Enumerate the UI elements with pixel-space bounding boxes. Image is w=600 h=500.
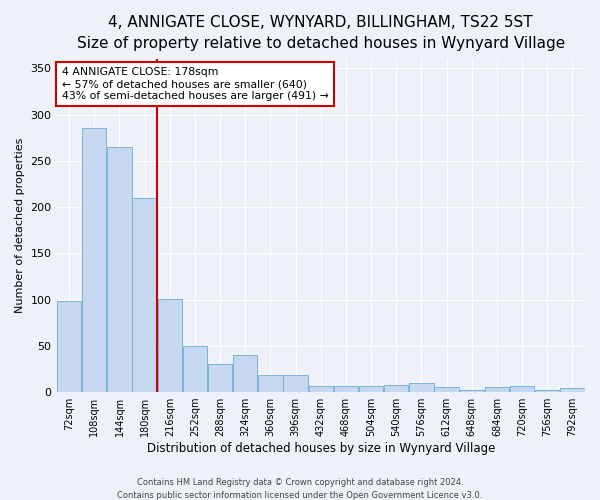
- Bar: [434, 388, 459, 392]
- Bar: [409, 383, 434, 392]
- Bar: [133, 198, 157, 392]
- X-axis label: Distribution of detached houses by size in Wynyard Village: Distribution of detached houses by size …: [146, 442, 495, 455]
- Text: Contains HM Land Registry data © Crown copyright and database right 2024.
Contai: Contains HM Land Registry data © Crown c…: [118, 478, 482, 500]
- Bar: [359, 386, 383, 392]
- Bar: [460, 390, 484, 392]
- Bar: [334, 386, 358, 392]
- Bar: [384, 384, 409, 392]
- Bar: [158, 298, 182, 392]
- Bar: [183, 346, 207, 392]
- Bar: [485, 386, 509, 392]
- Bar: [208, 364, 232, 392]
- Text: 4 ANNIGATE CLOSE: 178sqm
← 57% of detached houses are smaller (640)
43% of semi-: 4 ANNIGATE CLOSE: 178sqm ← 57% of detach…: [62, 68, 329, 100]
- Bar: [283, 376, 308, 392]
- Title: 4, ANNIGATE CLOSE, WYNYARD, BILLINGHAM, TS22 5ST
Size of property relative to de: 4, ANNIGATE CLOSE, WYNYARD, BILLINGHAM, …: [77, 15, 565, 51]
- Bar: [107, 147, 131, 392]
- Bar: [82, 128, 106, 392]
- Bar: [560, 388, 584, 392]
- Bar: [535, 390, 559, 392]
- Bar: [258, 376, 283, 392]
- Y-axis label: Number of detached properties: Number of detached properties: [15, 138, 25, 314]
- Bar: [57, 300, 82, 392]
- Bar: [233, 355, 257, 392]
- Bar: [308, 386, 333, 392]
- Bar: [510, 386, 534, 392]
